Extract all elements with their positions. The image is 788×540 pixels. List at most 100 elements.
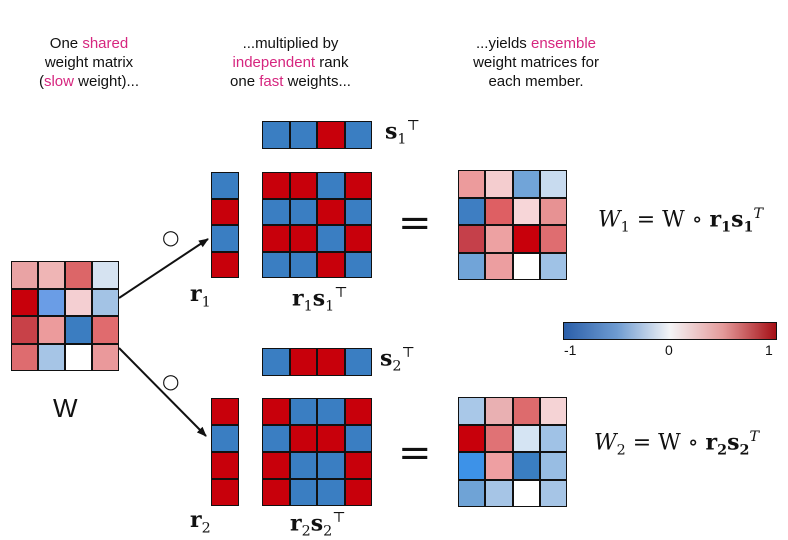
math-superscript: ⊤ [332,510,346,526]
matrix-cell [317,172,345,199]
matrix-cell [485,424,513,452]
matrix-cell [92,316,119,344]
matrix-cell [512,397,540,425]
matrix-cell [211,172,239,199]
r2s2-label: r2s2⊤ [290,510,346,540]
math-symbol: r [709,206,722,233]
math-symbol: r [705,429,718,456]
matrix-cell [485,479,513,507]
matrix-cell [458,452,486,480]
math-symbol: r [292,285,304,312]
math-symbol: s [380,345,393,372]
math-operator: = W ∘ [625,430,706,456]
matrix-cell [344,348,372,376]
math-superscript: ⊤ [406,118,420,134]
matrix-cell [289,172,317,199]
matrix-cell [458,225,486,253]
caption-highlight: ensemble [530,35,597,52]
caption-text: weight)... [73,73,140,90]
matrix-cell [539,170,567,198]
math-symbol: r [190,281,202,307]
matrix-cell [65,316,92,344]
matrix-cell [11,343,38,371]
math-superscript: T [749,429,759,445]
caption-text: ...yields [475,35,531,52]
matrix-cell [458,479,486,507]
s1-transpose-label: s1⊤ [385,118,420,148]
vector-r1 [211,172,239,278]
math-subscript: 1 [620,219,630,236]
matrix-cell [317,121,345,149]
matrix-cell [344,425,372,452]
math-operator: = W ∘ [629,207,710,233]
matrix-cell [458,170,486,198]
matrix-cell [512,479,540,507]
matrix-cell [262,348,290,376]
matrix-cell [65,288,92,316]
caption-text: one [230,73,260,90]
matrix-cell [344,251,372,278]
matrix-cell [65,343,92,371]
matrix-cell [38,261,65,289]
matrix-cell [512,452,540,480]
matrix-cell [92,288,119,316]
caption-text: ( [38,73,44,90]
matrix-cell [512,170,540,198]
matrix-cell [344,172,372,199]
matrix-cell [317,398,345,425]
math-subscript: 1 [721,219,732,236]
caption-text: ...multiplied by [242,35,339,52]
matrix-cell [485,252,513,280]
caption-text: weight matrix [44,54,134,71]
matrix-cell [289,452,317,479]
matrix-cell [38,316,65,344]
matrix-cell [262,121,290,149]
matrix-cell [262,172,290,199]
math-symbol: s [731,206,744,233]
vector-s1 [262,121,372,149]
matrix-cell [458,424,486,452]
matrix-cell [262,225,290,252]
matrix-cell [458,397,486,425]
matrix-cell [344,479,372,506]
matrix-cell [262,425,290,452]
matrix-w2 [458,397,567,507]
r1-label: r1 [190,281,211,310]
matrix-cell [11,288,38,316]
matrix-cell [539,452,567,480]
matrix-w1 [458,170,567,280]
matrix-cell [458,197,486,225]
matrix-w [11,261,119,371]
matrix-cell [289,479,317,506]
matrix-cell [512,424,540,452]
matrix-cell [458,252,486,280]
hadamard-operator-1: ○ [162,225,180,249]
caption-highlight: independent [232,54,316,71]
matrix-cell [485,452,513,480]
matrix-cell [344,452,372,479]
colorbar-tick-mid: 0 [665,342,673,358]
math-symbol: r [190,507,202,533]
vector-s2 [262,348,372,376]
matrix-cell [262,479,290,506]
r1s1-label: r1s1⊤ [292,285,348,315]
caption-fast-weights: ...multiplied by independent rank one fa… [198,34,383,91]
matrix-cell [38,288,65,316]
matrix-cell [38,343,65,371]
equation-w1: W1 = W ∘ r1s1T [598,206,763,236]
equals-sign-2: = [398,430,432,476]
matrix-r1s1 [262,172,372,278]
matrix-cell [512,225,540,253]
math-subscript: 1 [397,131,407,148]
matrix-cell [289,348,317,376]
matrix-cell [539,197,567,225]
matrix-cell [317,452,345,479]
matrix-cell [289,121,317,149]
math-superscript: T [753,206,763,222]
caption-highlight: slow [43,73,74,90]
matrix-cell [317,198,345,225]
matrix-cell [289,398,317,425]
colorbar-tick-max: 1 [765,342,773,358]
matrix-cell [289,425,317,452]
matrix-cell [317,225,345,252]
